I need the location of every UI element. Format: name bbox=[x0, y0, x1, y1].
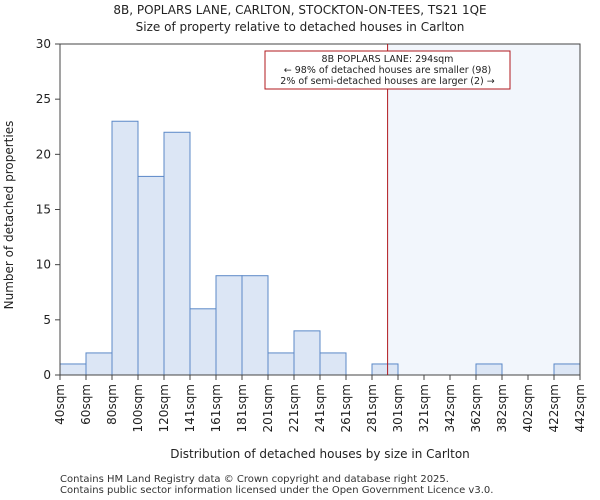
annotation-box bbox=[264, 50, 511, 90]
footer-line-1: Contains HM Land Registry data © Crown c… bbox=[60, 474, 449, 485]
bar-80sqm bbox=[111, 120, 139, 376]
chart-title-block: 8B, POPLARS LANE, CARLTON, STOCKTON-ON-T… bbox=[0, 2, 600, 36]
bar-161sqm bbox=[215, 275, 243, 376]
x-tick-label-402sqm: 402sqm bbox=[521, 384, 535, 432]
histogram-chart: 0 5 10 15 20 25 30 40sqm 60sqm 80sqm 100sqm 120sqm 1… bbox=[2, 37, 587, 461]
bar-181sqm bbox=[241, 275, 269, 376]
x-tick-label-342sqm: 342sqm bbox=[443, 384, 457, 432]
annotation-line1: 8B POPLARS LANE: 294sqm bbox=[322, 54, 454, 65]
bar-141sqm bbox=[189, 308, 217, 376]
bar-100sqm bbox=[137, 175, 165, 376]
x-tick-label-281sqm: 281sqm bbox=[365, 384, 379, 432]
x-tick-label-100sqm: 100sqm bbox=[131, 384, 145, 432]
bar-60sqm bbox=[85, 352, 113, 376]
larger-region-shade bbox=[387, 44, 580, 375]
bar-40sqm bbox=[59, 363, 87, 376]
bar-362sqm bbox=[475, 363, 503, 376]
bar-422sqm bbox=[553, 363, 581, 376]
bar-221sqm bbox=[293, 330, 321, 376]
chart-title: 8B, POPLARS LANE, CARLTON, STOCKTON-ON-T… bbox=[113, 3, 487, 17]
y-tick-label-0: 0 bbox=[43, 368, 51, 382]
bar-201sqm bbox=[267, 352, 295, 376]
x-tick-label-301sqm: 301sqm bbox=[391, 384, 405, 432]
y-tick-label-20: 20 bbox=[36, 147, 51, 161]
x-tick-label-321sqm: 321sqm bbox=[417, 384, 431, 432]
x-tick-label-40sqm: 40sqm bbox=[53, 384, 67, 425]
y-tick-label-5: 5 bbox=[43, 313, 51, 327]
x-tick-label-362sqm: 362sqm bbox=[469, 384, 483, 432]
x-tick-label-201sqm: 201sqm bbox=[261, 384, 275, 432]
x-tick-label-422sqm: 422sqm bbox=[547, 384, 561, 432]
bar-120sqm bbox=[163, 131, 191, 376]
y-tick-label-25: 25 bbox=[36, 92, 51, 106]
footer: Contains HM Land Registry data © Crown c… bbox=[60, 474, 493, 496]
footer-line-2: Contains public sector information licen… bbox=[60, 485, 494, 496]
x-tick-label-60sqm: 60sqm bbox=[79, 384, 93, 425]
x-axis-label: Distribution of detached houses by size … bbox=[170, 447, 470, 461]
x-tick-label-181sqm: 181sqm bbox=[235, 384, 249, 432]
x-tick-label-80sqm: 80sqm bbox=[105, 384, 119, 425]
bar-241sqm bbox=[319, 352, 347, 376]
y-tick-label-30: 30 bbox=[36, 37, 51, 51]
x-tick-label-442sqm: 442sqm bbox=[573, 384, 587, 432]
y-tick-label-15: 15 bbox=[36, 203, 51, 217]
y-tick-label-10: 10 bbox=[36, 258, 51, 272]
annotation-line2: ← 98% of detached houses are smaller (98… bbox=[284, 65, 491, 76]
x-tick-label-120sqm: 120sqm bbox=[157, 384, 171, 432]
y-axis-label: Number of detached properties bbox=[2, 121, 16, 310]
x-tick-label-141sqm: 141sqm bbox=[183, 384, 197, 432]
x-tick-label-241sqm: 241sqm bbox=[313, 384, 327, 432]
x-tick-label-161sqm: 161sqm bbox=[209, 384, 223, 432]
chart-subtitle: Size of property relative to detached ho… bbox=[135, 20, 465, 34]
x-tick-label-382sqm: 382sqm bbox=[495, 384, 509, 432]
bar-281sqm bbox=[371, 363, 399, 376]
x-tick-label-221sqm: 221sqm bbox=[287, 384, 301, 432]
x-tick-label-261sqm: 261sqm bbox=[339, 384, 353, 432]
annotation-line3: 2% of semi-detached houses are larger (2… bbox=[280, 76, 494, 87]
